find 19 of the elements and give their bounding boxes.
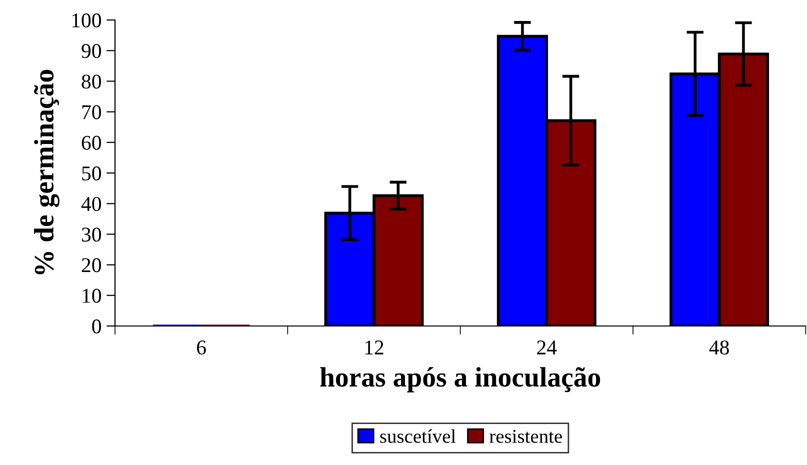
x-axis-title: horas após a inoculação xyxy=(320,367,600,392)
legend-label: resistente xyxy=(490,430,562,443)
y-tick-label: 20 xyxy=(82,258,102,272)
y-tick-label: 60 xyxy=(82,136,102,150)
y-tick-label: 10 xyxy=(82,288,102,303)
y-tick-label: 30 xyxy=(82,228,102,242)
y-tick-label: 50 xyxy=(82,166,102,180)
legend-label: suscetível xyxy=(380,429,456,443)
x-tick-label: 24 xyxy=(537,340,557,354)
y-tick-label: 90 xyxy=(82,44,102,58)
y-tick-label: 70 xyxy=(82,105,102,120)
y-tick-label: 80 xyxy=(82,74,102,89)
y-tick-label: 0 xyxy=(92,319,102,334)
y-tick-label: 40 xyxy=(81,196,102,212)
y-tick-label: 100 xyxy=(72,13,102,28)
x-tick-label: 48 xyxy=(709,340,729,355)
x-tick-label: 12 xyxy=(365,340,384,354)
x-tick-label: 6 xyxy=(197,340,206,355)
y-axis-title: % de germinação xyxy=(34,70,60,274)
